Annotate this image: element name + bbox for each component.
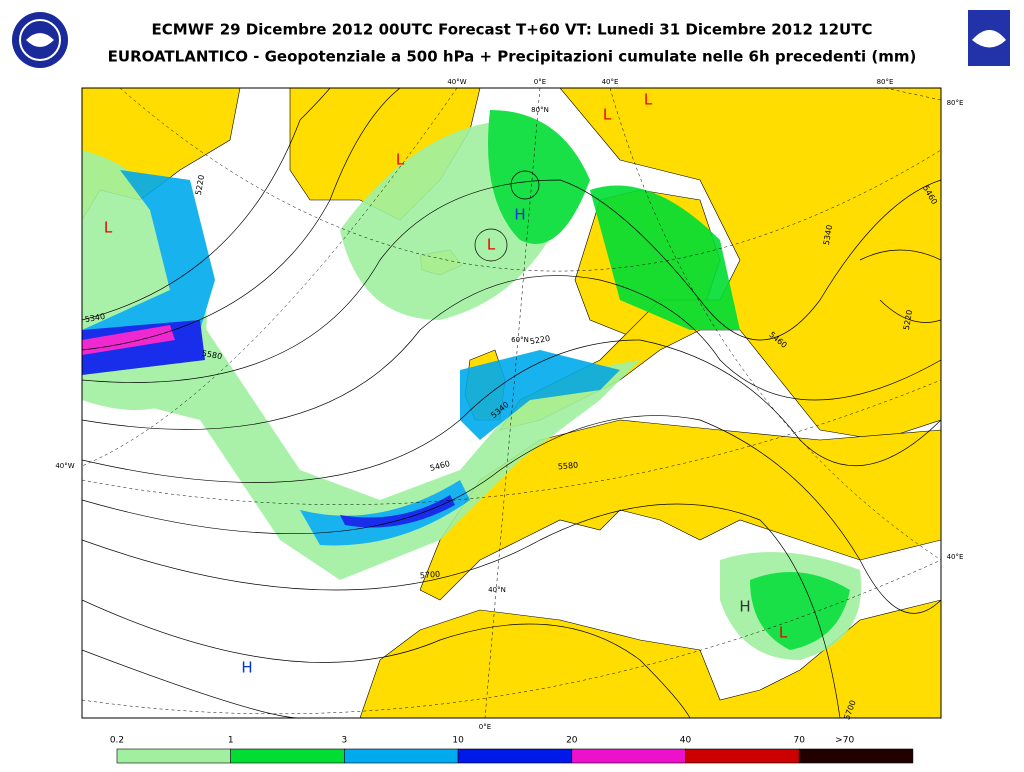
contour-label: 5340 (822, 224, 834, 246)
map-frame (81, 87, 942, 719)
legend-swatch (230, 748, 345, 764)
legend-label: 1 (228, 736, 234, 746)
legend-label: 70 (793, 736, 805, 746)
legend-swatch (457, 748, 573, 764)
graticule-label: 0°E (534, 78, 546, 86)
pressure-center: H (739, 598, 750, 616)
legend-label: 3 (342, 736, 348, 746)
subtitle: EUROATLANTICO - Geopotenziale a 500 hPa … (108, 48, 917, 66)
contour-label: 5340 (84, 312, 106, 324)
contour-label: 5220 (194, 174, 206, 196)
legend-swatch (685, 748, 800, 764)
graticule-label: 80°N (531, 106, 549, 114)
contour-label: 5580 (557, 461, 578, 472)
legend-label: 0.2 (110, 736, 124, 746)
graticule-label: 40°E (947, 553, 964, 561)
pressure-center: H (514, 206, 525, 224)
legend-swatch (571, 748, 686, 764)
graticule-label: 40°W (447, 78, 466, 86)
logo-left (12, 12, 68, 68)
graticule-label: 40°E (602, 78, 619, 86)
graticule-label: 80°E (947, 99, 964, 107)
legend-label: >70 (835, 736, 854, 746)
pressure-center: L (396, 151, 405, 169)
legend-swatch (344, 748, 459, 764)
precipitation (82, 110, 862, 660)
legend-label: 20 (566, 736, 578, 746)
graticule (82, 88, 941, 718)
legend: 0.2 1 3 10 20 40 70 >70 (110, 736, 914, 764)
legend-label: 40 (680, 736, 692, 746)
contour-label: 5700 (419, 570, 440, 581)
map-content (82, 88, 941, 718)
graticule-label: 0°E (479, 723, 491, 731)
legend-swatch (116, 748, 231, 764)
pressure-center: L (779, 624, 788, 642)
graticule-label: 60°N (511, 336, 529, 344)
legend-swatch (798, 748, 914, 764)
contours (82, 88, 941, 718)
pressure-center: H (241, 659, 252, 677)
pressure-center: L (104, 219, 113, 237)
logo-right (968, 10, 1010, 66)
pressure-center: L (487, 236, 496, 254)
graticule-label: 40°W (55, 462, 74, 470)
contour-label: 5220 (902, 309, 914, 331)
contour-label: 5580 (201, 349, 223, 361)
pressure-center: L (644, 91, 653, 109)
graticule-label: 40°N (488, 586, 506, 594)
pressure-center: L (603, 106, 612, 124)
legend-label: 10 (452, 736, 464, 746)
contour-label: 5220 (529, 334, 551, 346)
title: ECMWF 29 Dicembre 2012 00UTC Forecast T+… (152, 21, 873, 39)
graticule-label: 80°E (877, 78, 894, 86)
